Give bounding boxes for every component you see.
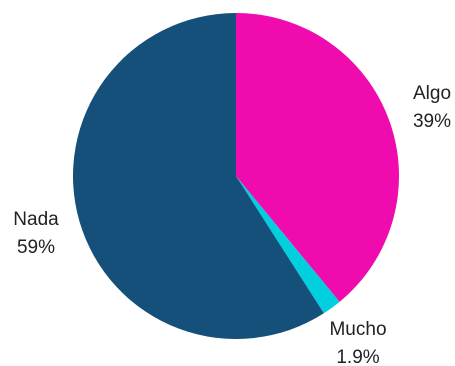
pie-slice-nada	[72, 13, 324, 339]
pie-slices	[72, 13, 399, 339]
slice-label-mucho-value: 1.9%	[336, 347, 379, 366]
slice-label-algo-name: Algo	[413, 83, 451, 104]
slice-label-algo-value: 39%	[413, 111, 451, 132]
slice-label-nada-name: Nada	[13, 209, 59, 230]
slice-label-mucho-name: Mucho	[329, 319, 386, 340]
pie-slice-algo	[236, 13, 399, 302]
slice-label-nada-value: 59%	[17, 237, 55, 258]
pie-slice-mucho	[236, 176, 340, 314]
